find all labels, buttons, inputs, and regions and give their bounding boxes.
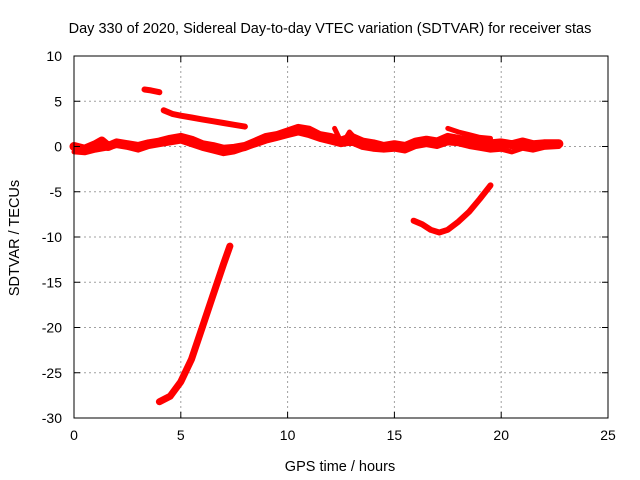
series-spike-segment bbox=[332, 125, 363, 148]
x-axis-label: GPS time / hours bbox=[285, 459, 395, 475]
series-secondary-band bbox=[71, 130, 562, 157]
y-tick-label: -25 bbox=[42, 365, 62, 381]
series-short-segment bbox=[141, 86, 163, 96]
series-right-upper-trail bbox=[445, 125, 493, 141]
y-tick-label: 10 bbox=[46, 48, 62, 64]
axis-ticks bbox=[73, 55, 609, 419]
y-tick-label: 5 bbox=[54, 93, 62, 109]
y-tick-label: -5 bbox=[50, 184, 63, 200]
x-tick-label: 20 bbox=[493, 427, 509, 443]
series-layer bbox=[69, 86, 564, 406]
x-tick-label: 5 bbox=[177, 427, 185, 443]
y-tick-label: -10 bbox=[42, 229, 62, 245]
y-tick-label: -15 bbox=[42, 274, 62, 290]
series-right-hook bbox=[410, 182, 494, 236]
y-tick-label: -30 bbox=[42, 410, 62, 426]
x-tick-label: 15 bbox=[387, 427, 403, 443]
y-tick-label: 0 bbox=[54, 139, 62, 155]
x-tick-label: 10 bbox=[280, 427, 296, 443]
x-tick-label: 25 bbox=[600, 427, 616, 443]
series-upper-arc bbox=[160, 107, 248, 130]
y-axis-label: SDTVAR / TECUs bbox=[7, 180, 23, 296]
y-tick-label: -20 bbox=[42, 320, 62, 336]
x-tick-label: 0 bbox=[70, 427, 78, 443]
x-tick-labels: 0 5 10 15 20 25 bbox=[70, 427, 616, 443]
chart-title: Day 330 of 2020, Sidereal Day-to-day VTE… bbox=[69, 21, 592, 37]
grid-lines bbox=[74, 56, 608, 418]
series-steep-trace bbox=[155, 242, 234, 406]
y-tick-labels: 10 5 0 -5 -10 -15 -20 -25 -30 bbox=[42, 48, 62, 426]
series-main-band bbox=[69, 123, 564, 154]
